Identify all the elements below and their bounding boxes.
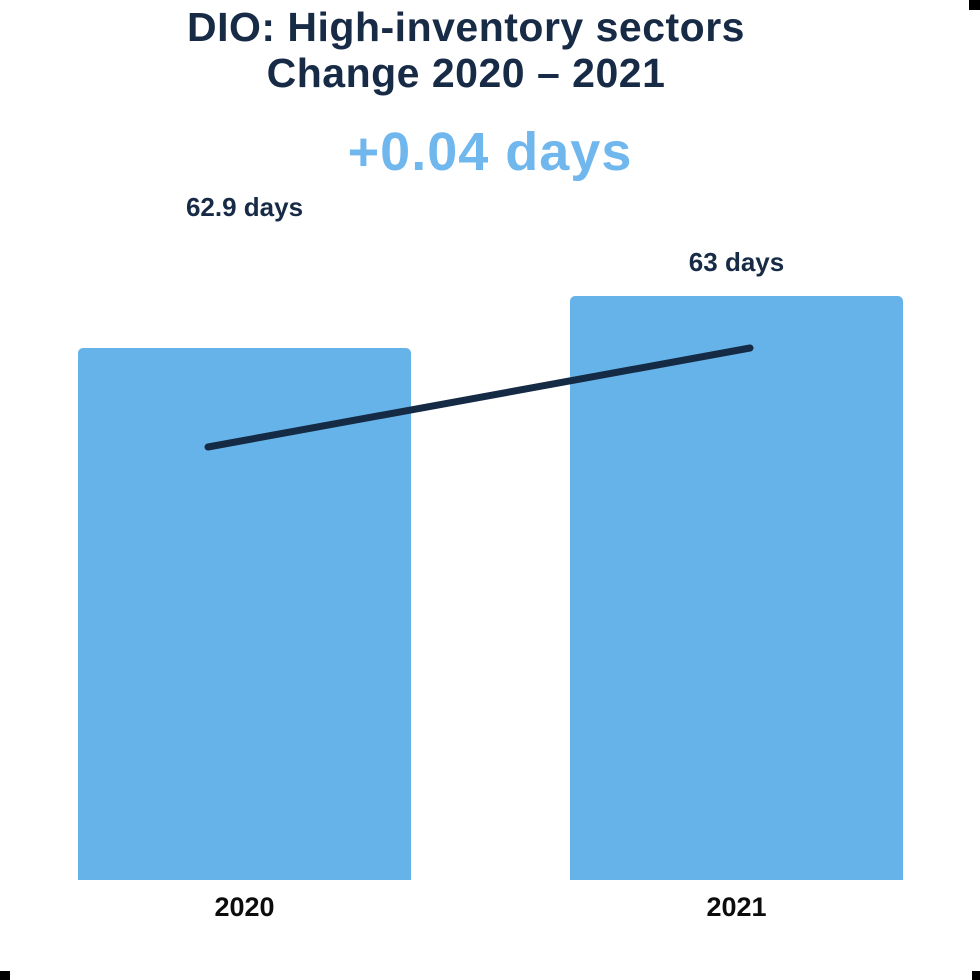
chart-title-line-2: Change 2020 – 2021	[266, 50, 666, 96]
bar-2021	[570, 296, 903, 880]
bar-2020	[78, 348, 411, 880]
x-label-2021: 2021	[706, 892, 767, 922]
value-label-2020: 62.9 days	[185, 192, 304, 222]
corner-mark-top-right	[969, 0, 980, 10]
value-label-2021: 63 days	[688, 247, 785, 277]
corner-mark-bottom-right	[972, 971, 980, 980]
corner-mark-bottom-left	[0, 971, 10, 980]
change-annotation: +0.04 days	[347, 122, 633, 182]
x-label-2020: 2020	[214, 892, 275, 922]
chart-title: DIO: High-inventory sectors Change 2020 …	[0, 4, 956, 96]
chart-title-line-1: DIO: High-inventory sectors	[187, 4, 745, 50]
